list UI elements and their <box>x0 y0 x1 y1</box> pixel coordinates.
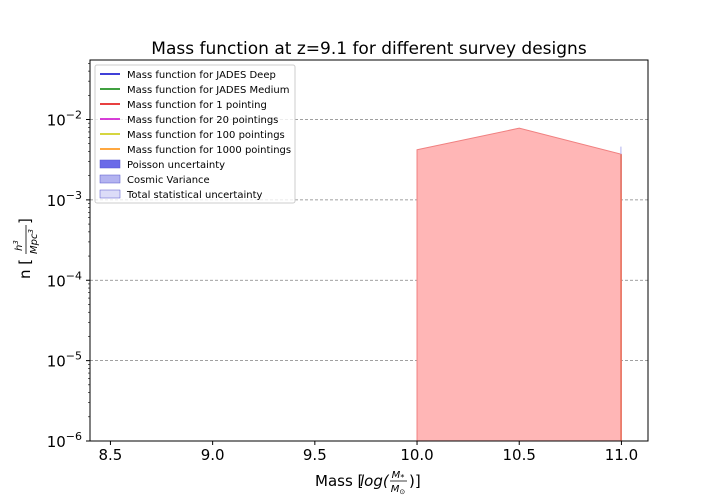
legend-patch-swatch <box>99 159 121 169</box>
y-tick-label: 10−2 <box>47 109 82 130</box>
legend-entry: Mass function for 1 pointing <box>100 100 267 111</box>
svg-text:]: ] <box>16 218 34 224</box>
legend-label: Cosmic Variance <box>127 175 210 186</box>
legend-entry: Mass function for JADES Deep <box>100 70 276 81</box>
svg-text:log(: log( <box>360 472 390 490</box>
legend-entry: Mass function for 100 pointings <box>100 130 285 141</box>
legend-entry: Poisson uncertainty <box>99 159 225 171</box>
x-tick-label: 10.0 <box>400 446 433 464</box>
x-axis-fraction: M* M⊙ <box>390 470 407 496</box>
svg-text:M⊙: M⊙ <box>391 484 406 496</box>
legend-box <box>94 64 296 204</box>
y-tick-label: 10−3 <box>47 189 82 210</box>
svg-text:)]: )] <box>409 472 421 490</box>
legend-label: Mass function for 20 pointings <box>127 115 278 126</box>
chart-title: Mass function at z=9.1 for different sur… <box>151 39 587 59</box>
x-tick-label: 8.5 <box>99 446 123 464</box>
x-tick-label: 9.0 <box>201 446 225 464</box>
x-axis-ticks: 8.5 9.0 9.5 10.0 10.5 11.0 <box>99 441 638 464</box>
legend-entry: Total statistical uncertainty <box>99 189 263 201</box>
legend-label: Mass function for JADES Medium <box>127 85 289 96</box>
svg-text:n [: n [ <box>16 259 34 279</box>
svg-text:M*: M* <box>392 470 405 482</box>
y-axis-ticks: 10−6 10−5 10−4 10−3 10−2 <box>47 63 90 451</box>
y-tick-label: 10−5 <box>47 350 82 371</box>
legend-label: Mass function for 1000 pointings <box>127 145 291 156</box>
uncertainty-fills <box>416 127 622 442</box>
svg-text:Mpc3: Mpc3 <box>27 229 40 254</box>
x-tick-label: 9.5 <box>303 446 327 464</box>
legend-entry: Mass function for 20 pointings <box>100 115 278 126</box>
legend-entry: Cosmic Variance <box>99 174 210 186</box>
svg-text:h3: h3 <box>12 240 25 251</box>
y-tick-label: 10−6 <box>47 430 82 451</box>
plot-frame <box>89 59 649 442</box>
x-axis-label: Mass [ log( M* M⊙ )] <box>315 470 421 496</box>
legend-label: Poisson uncertainty <box>127 160 225 171</box>
legend-entry: Mass function for JADES Medium <box>100 85 289 96</box>
x-tick-label: 11.0 <box>605 446 638 464</box>
legend: Mass function for JADES Deep Mass functio… <box>94 64 296 204</box>
x-tick-label: 10.5 <box>503 446 536 464</box>
legend-entry: Mass function for 1000 pointings <box>100 145 291 156</box>
legend-label: Mass function for 1 pointing <box>127 100 267 111</box>
legend-label: Total statistical uncertainty <box>126 190 263 201</box>
uncertainty-band-0 <box>416 127 622 442</box>
legend-patch-swatch <box>99 189 121 199</box>
y-axis-label: n [ h3 Mpc3 ] <box>12 218 40 279</box>
legend-label: Mass function for JADES Deep <box>127 70 276 81</box>
legend-patch-swatch <box>99 174 121 184</box>
svg-text:Mass [: Mass [ <box>315 472 363 490</box>
legend-label: Mass function for 100 pointings <box>127 130 285 141</box>
y-tick-label: 10−4 <box>47 269 82 290</box>
